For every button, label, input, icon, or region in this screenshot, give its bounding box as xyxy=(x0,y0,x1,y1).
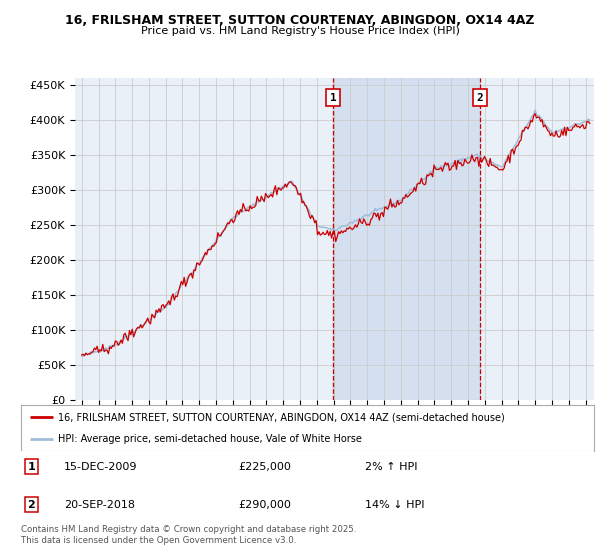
Text: Contains HM Land Registry data © Crown copyright and database right 2025.
This d: Contains HM Land Registry data © Crown c… xyxy=(21,525,356,545)
HPI: Average price, semi-detached house, Vale of White Horse: (2e+03, 1.94e+05): Average price, semi-detached house, Vale… xyxy=(193,261,200,268)
16, FRILSHAM STREET, SUTTON COURTENAY, ABINGDON, OX14 4AZ (semi-detached house) xyxy=(466,160,473,166)
Text: 15-DEC-2009: 15-DEC-2009 xyxy=(64,462,137,472)
Text: £290,000: £290,000 xyxy=(239,500,292,510)
Line: 16, FRILSHAM STREET, SUTTON COURTENAY, ABINGDON, OX14 4AZ (semi-detached house): 16, FRILSHAM STREET, SUTTON COURTENAY, A… xyxy=(82,114,590,356)
HPI: Average price, semi-detached house, Vale of White Horse: (2.02e+03, 4.15e+05): Average price, semi-detached house, Vale… xyxy=(532,107,539,114)
Text: HPI: Average price, semi-detached house, Vale of White Horse: HPI: Average price, semi-detached house,… xyxy=(58,435,362,444)
16, FRILSHAM STREET, SUTTON COURTENAY, ABINGDON, OX14 4AZ (semi-detached house) xyxy=(294,190,301,197)
Text: 14% ↓ HPI: 14% ↓ HPI xyxy=(365,500,424,510)
Bar xyxy=(333,78,480,400)
HPI: Average price, semi-detached house, Vale of White Horse: (2e+03, 7.81e+04): Average price, semi-detached house, Vale… xyxy=(106,342,113,349)
HPI: Average price, semi-detached house, Vale of White Horse: (2e+03, 9.74e+04): Average price, semi-detached house, Vale… xyxy=(128,329,136,335)
Text: 1: 1 xyxy=(329,93,337,102)
HPI: Average price, semi-detached house, Vale of White Horse: (2e+03, 6.35e+04): Average price, semi-detached house, Vale… xyxy=(80,353,87,360)
16, FRILSHAM STREET, SUTTON COURTENAY, ABINGDON, OX14 4AZ (semi-detached house) xyxy=(193,260,200,267)
HPI: Average price, semi-detached house, Vale of White Horse: (2.03e+03, 4e+05): Average price, semi-detached house, Vale… xyxy=(586,117,593,124)
16, FRILSHAM STREET, SUTTON COURTENAY, ABINGDON, OX14 4AZ (semi-detached house) xyxy=(586,120,593,127)
16, FRILSHAM STREET, SUTTON COURTENAY, ABINGDON, OX14 4AZ (semi-detached house) xyxy=(128,326,136,333)
HPI: Average price, semi-detached house, Vale of White Horse: (2.02e+03, 3.47e+05): Average price, semi-detached house, Vale… xyxy=(466,154,473,161)
Text: 2: 2 xyxy=(28,500,35,510)
16, FRILSHAM STREET, SUTTON COURTENAY, ABINGDON, OX14 4AZ (semi-detached house) xyxy=(203,251,210,258)
Text: 2: 2 xyxy=(477,93,484,102)
Text: 16, FRILSHAM STREET, SUTTON COURTENAY, ABINGDON, OX14 4AZ: 16, FRILSHAM STREET, SUTTON COURTENAY, A… xyxy=(65,14,535,27)
16, FRILSHAM STREET, SUTTON COURTENAY, ABINGDON, OX14 4AZ (semi-detached house) xyxy=(532,110,539,117)
Text: £225,000: £225,000 xyxy=(239,462,292,472)
HPI: Average price, semi-detached house, Vale of White Horse: (2.01e+03, 2.98e+05): Average price, semi-detached house, Vale… xyxy=(294,188,301,195)
Text: 20-SEP-2018: 20-SEP-2018 xyxy=(64,500,135,510)
Text: 1: 1 xyxy=(28,462,35,472)
16, FRILSHAM STREET, SUTTON COURTENAY, ABINGDON, OX14 4AZ (semi-detached house) xyxy=(78,352,85,358)
16, FRILSHAM STREET, SUTTON COURTENAY, ABINGDON, OX14 4AZ (semi-detached house) xyxy=(81,352,88,359)
Text: 16, FRILSHAM STREET, SUTTON COURTENAY, ABINGDON, OX14 4AZ (semi-detached house): 16, FRILSHAM STREET, SUTTON COURTENAY, A… xyxy=(58,412,505,422)
Line: HPI: Average price, semi-detached house, Vale of White Horse: HPI: Average price, semi-detached house,… xyxy=(82,110,590,356)
HPI: Average price, semi-detached house, Vale of White Horse: (2e+03, 6.36e+04): Average price, semi-detached house, Vale… xyxy=(78,353,85,360)
HPI: Average price, semi-detached house, Vale of White Horse: (2e+03, 2.12e+05): Average price, semi-detached house, Vale… xyxy=(203,249,210,255)
Text: Price paid vs. HM Land Registry's House Price Index (HPI): Price paid vs. HM Land Registry's House … xyxy=(140,26,460,36)
Text: 2% ↑ HPI: 2% ↑ HPI xyxy=(365,462,418,472)
16, FRILSHAM STREET, SUTTON COURTENAY, ABINGDON, OX14 4AZ (semi-detached house) xyxy=(106,344,113,351)
